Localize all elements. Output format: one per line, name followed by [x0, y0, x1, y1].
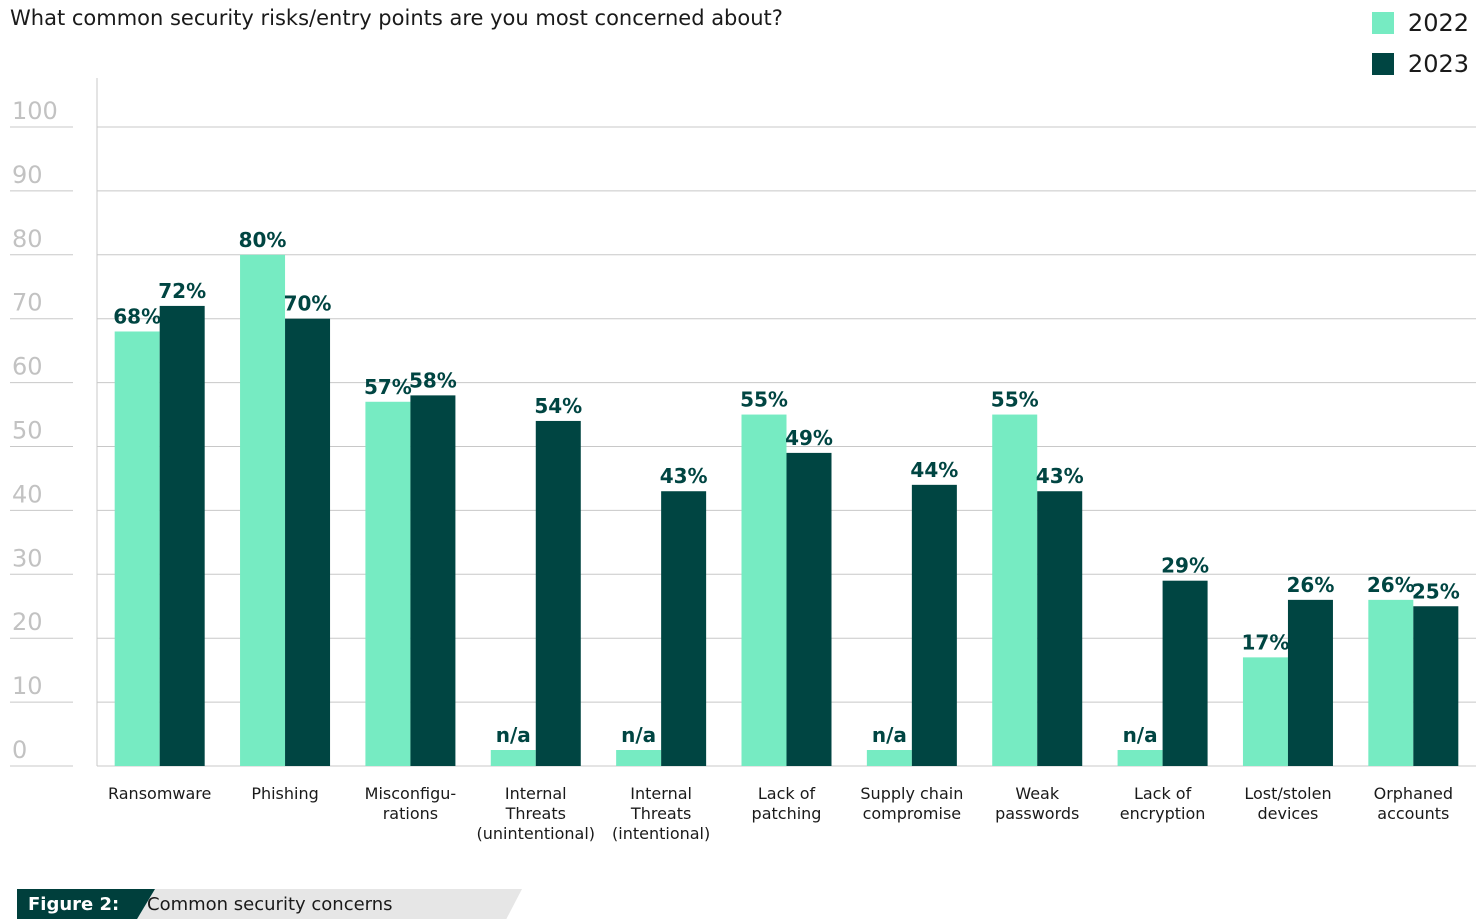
legend-item-2022: 2022 — [1371, 8, 1469, 38]
data-label-2023: 54% — [534, 394, 582, 418]
caption-background — [131, 889, 522, 919]
x-tick-label: Misconfigu- — [365, 784, 456, 803]
bar-2023 — [661, 491, 707, 766]
data-label-2022: n/a — [621, 723, 656, 747]
data-label-2023: 25% — [1412, 579, 1460, 603]
data-label-2022: n/a — [1123, 723, 1158, 747]
x-tick-label: passwords — [995, 804, 1079, 823]
bar-2023 — [159, 305, 205, 766]
bar-2023 — [535, 420, 581, 766]
x-tick-label: compromise — [863, 804, 962, 823]
y-tick-label: 60 — [12, 353, 43, 381]
y-tick-label: 20 — [12, 608, 43, 636]
bar-chart: 0 10 20 30 40 50 60 70 80 90 100 68%72% Ransomware 80… — [10, 78, 1476, 843]
data-label-2023: 58% — [409, 368, 457, 392]
data-label-2022: 26% — [1367, 573, 1415, 597]
x-tick-label: Ransomware — [108, 784, 211, 803]
x-tick-label: patching — [752, 804, 822, 823]
data-label-2022: 57% — [364, 375, 412, 399]
bar-2023 — [1413, 606, 1459, 766]
bar-2022 — [1368, 599, 1414, 766]
y-tick-label: 100 — [12, 97, 58, 125]
legend-label-2023: 2023 — [1407, 50, 1469, 78]
chart-title: What common security risks/entry points … — [10, 6, 783, 30]
x-tick-label: rations — [383, 804, 438, 823]
data-label-2023: 70% — [284, 292, 332, 316]
bar-2022 — [741, 414, 787, 766]
x-tick-label: devices — [1258, 804, 1319, 823]
x-tick-label: (unintentional) — [477, 824, 596, 843]
x-tick-label: encryption — [1120, 804, 1206, 823]
figure-caption-bar: Figure 2: Common security concerns — [17, 889, 522, 919]
bar-2022 — [114, 331, 160, 766]
y-tick-label: 30 — [12, 544, 43, 572]
data-label-2022: 17% — [1242, 630, 1290, 654]
data-label-2023: 44% — [910, 458, 958, 482]
bar-2023 — [1037, 491, 1083, 766]
bar-2022 — [240, 254, 286, 767]
data-label-2022: 80% — [239, 228, 287, 252]
bar-2023 — [285, 318, 331, 766]
bar-2022 — [992, 414, 1038, 766]
x-tick-label: Lost/stolen — [1244, 784, 1331, 803]
legend-label-2022: 2022 — [1407, 9, 1469, 37]
bar-2023 — [911, 484, 957, 766]
data-label-2022: 68% — [113, 304, 161, 328]
x-tick-label: Orphaned — [1374, 784, 1453, 803]
data-label-2023: 43% — [1036, 464, 1084, 488]
data-label-2023: 72% — [158, 279, 206, 303]
x-tick-label: Supply chain — [860, 784, 963, 803]
bar-2023 — [410, 395, 456, 766]
bar-2022 — [1242, 657, 1288, 766]
bar-2022-na — [866, 750, 912, 766]
figure-caption-text: Common security concerns — [147, 894, 393, 915]
y-tick-label: 40 — [12, 480, 43, 508]
bar-2022-na — [616, 750, 662, 766]
y-tick-label: 70 — [12, 289, 43, 317]
bar-2022-na — [490, 750, 536, 766]
legend: 2022 2023 — [1371, 8, 1469, 90]
legend-swatch-2022 — [1371, 12, 1394, 34]
data-label-2023: 49% — [785, 426, 833, 450]
data-label-2022: n/a — [496, 723, 531, 747]
legend-item-2023: 2023 — [1371, 49, 1469, 79]
y-tick-label: 0 — [12, 736, 27, 764]
bar-2023 — [1162, 580, 1208, 766]
y-tick-label: 90 — [12, 161, 43, 189]
bar-2023 — [786, 452, 832, 766]
x-tick-label: Weak — [1015, 784, 1060, 803]
bar-2022-na — [1117, 750, 1163, 766]
x-tick-label: Internal — [505, 784, 567, 803]
x-tick-label: Lack of — [758, 784, 816, 803]
data-label-2022: 55% — [991, 388, 1039, 412]
x-tick-label: Threats — [630, 804, 691, 823]
y-tick-label: 80 — [12, 225, 43, 253]
x-tick-label: Phishing — [251, 784, 318, 803]
x-tick-label: (intentional) — [612, 824, 710, 843]
data-label-2023: 43% — [660, 464, 708, 488]
figure-tag: Figure 2: — [17, 889, 155, 919]
data-label-2022: 55% — [740, 388, 788, 412]
x-tick-label: Lack of — [1134, 784, 1192, 803]
data-label-2022: n/a — [872, 723, 907, 747]
bar-2023 — [1287, 599, 1333, 766]
y-tick-label: 50 — [12, 417, 43, 445]
x-tick-label: Internal — [630, 784, 692, 803]
y-tick-label: 10 — [12, 672, 43, 700]
figure-tag-label: Figure 2: — [28, 894, 120, 915]
bar-2022 — [365, 401, 411, 766]
data-label-2023: 26% — [1287, 573, 1335, 597]
x-tick-label: Threats — [505, 804, 566, 823]
data-label-2023: 29% — [1161, 554, 1209, 578]
legend-swatch-2023 — [1371, 53, 1394, 75]
x-tick-label: accounts — [1377, 804, 1449, 823]
